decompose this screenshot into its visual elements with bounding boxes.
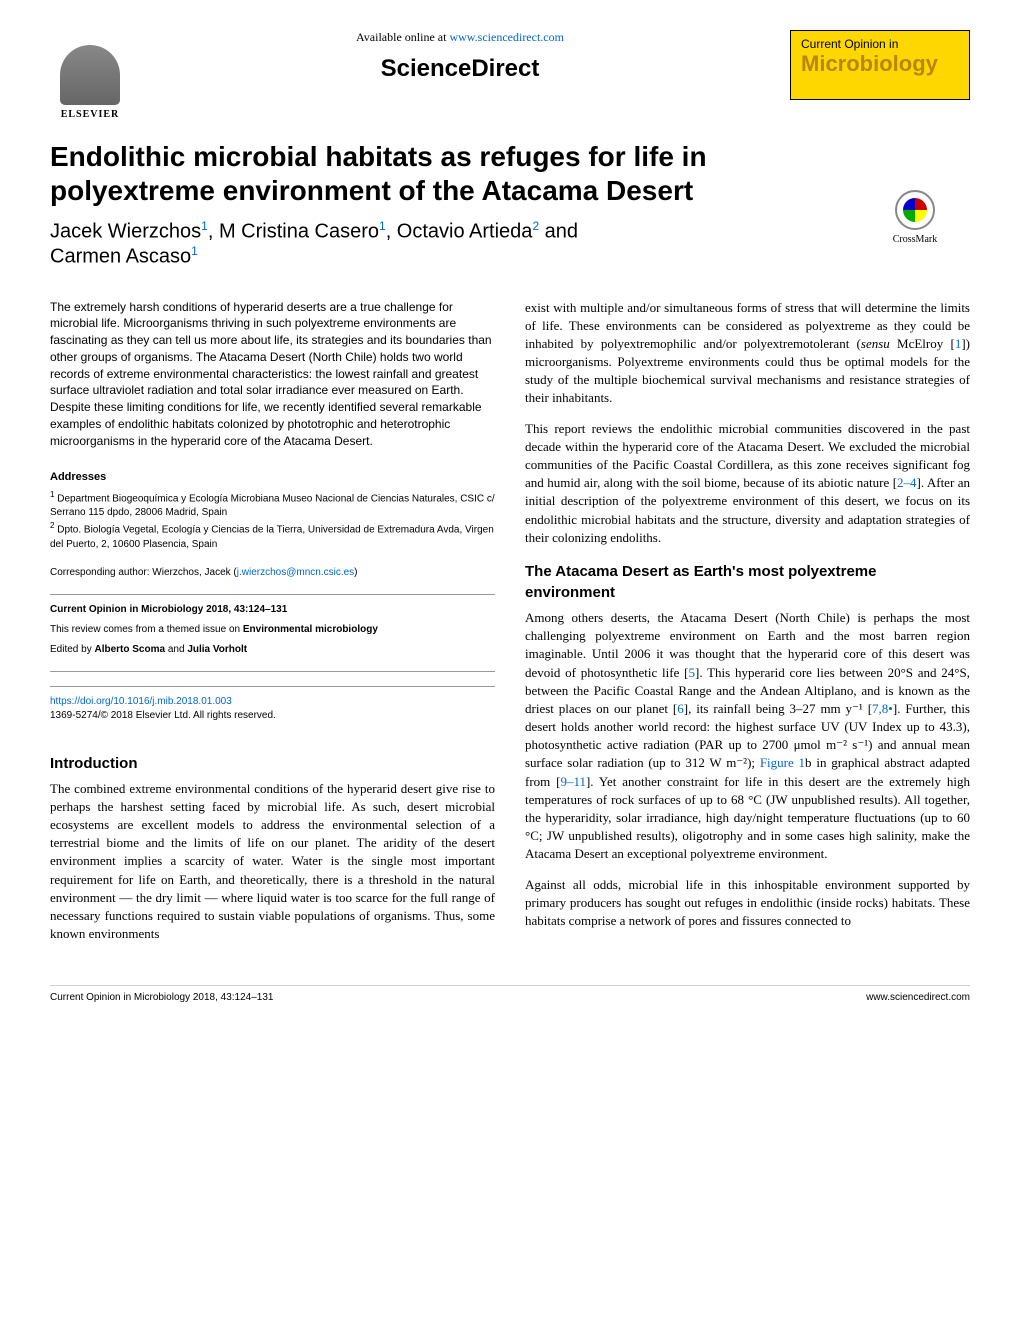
authors-list: Jacek Wierzchos1, M Cristina Casero1, Oc… <box>50 219 730 268</box>
crossmark-label: CrossMark <box>870 234 960 245</box>
address-2: Dpto. Biología Vegetal, Ecología y Cienc… <box>50 525 494 550</box>
author-3: , Octavio Artieda <box>386 221 533 243</box>
address-1: Department Biogeoquímica y Ecología Micr… <box>50 493 495 518</box>
figure-1-ref: Figure 1 <box>760 755 805 770</box>
author-1: Jacek Wierzchos <box>50 221 201 243</box>
intro-continuation: exist with multiple and/or simultaneous … <box>525 299 970 408</box>
footer-url: www.sciencedirect.com <box>866 992 970 1003</box>
sciencedirect-wordmark: ScienceDirect <box>150 55 770 83</box>
available-prefix: Available online at <box>356 30 449 44</box>
doi-link[interactable]: https://doi.org/10.1016/j.mib.2018.01.00… <box>50 696 232 707</box>
sciencedirect-url-link[interactable]: www.sciencedirect.com <box>449 30 564 44</box>
elsevier-logo: ELSEVIER <box>50 30 130 120</box>
ref-link-2-4[interactable]: 2–4 <box>897 475 917 490</box>
page-footer: Current Opinion in Microbiology 2018, 43… <box>50 985 970 1003</box>
edited-and: and <box>165 644 187 655</box>
corresponding-email-link[interactable]: j.wierzchos@mncn.csic.es <box>237 567 354 578</box>
doi-box: https://doi.org/10.1016/j.mib.2018.01.00… <box>50 686 495 723</box>
journal-badge: Current Opinion in Microbiology <box>790 30 970 100</box>
text-run: ], its rainfall being 3–27 mm y⁻¹ [ <box>684 701 872 716</box>
atacama-paragraph-1: Among others deserts, the Atacama Desert… <box>525 609 970 864</box>
ref-link-7-8[interactable]: 7,8• <box>872 701 893 716</box>
sensu-italic: sensu <box>861 336 890 351</box>
corresponding-prefix: Corresponding author: Wierzchos, Jacek ( <box>50 567 237 578</box>
corresponding-author: Corresponding author: Wierzchos, Jacek (… <box>50 566 495 580</box>
editor-2: Julia Vorholt <box>187 644 247 655</box>
affil-sup: 1 <box>379 219 386 233</box>
intro-paragraph-1: The combined extreme environmental condi… <box>50 780 495 944</box>
crossmark-badge[interactable]: CrossMark <box>870 190 960 245</box>
atacama-heading: The Atacama Desert as Earth's most polye… <box>525 561 970 603</box>
author-2: , M Cristina Casero <box>208 221 379 243</box>
available-online-text: Available online at www.sciencedirect.co… <box>150 30 770 45</box>
copyright-text: 1369-5274/© 2018 Elsevier Ltd. All right… <box>50 709 495 723</box>
themed-issue-prefix: This review comes from a themed issue on <box>50 624 243 635</box>
scope-paragraph: This report reviews the endolithic micro… <box>525 420 970 547</box>
citation-text: Current Opinion in Microbiology 2018, 43… <box>50 604 287 615</box>
center-header: Available online at www.sciencedirect.co… <box>130 30 790 83</box>
ref-link-9-11[interactable]: 9–11 <box>560 774 586 789</box>
crossmark-icon <box>895 190 935 230</box>
elsevier-tree-icon <box>60 45 120 105</box>
elsevier-label: ELSEVIER <box>61 109 120 120</box>
editor-1: Alberto Scoma <box>94 644 165 655</box>
page-header: ELSEVIER Available online at www.science… <box>50 30 970 120</box>
journal-title: Microbiology <box>801 51 959 77</box>
right-column: exist with multiple and/or simultaneous … <box>525 299 970 956</box>
affil-sup: 1 <box>191 244 198 258</box>
article-title: Endolithic microbial habitats as refuges… <box>50 140 730 207</box>
citation-info-box: Current Opinion in Microbiology 2018, 43… <box>50 594 495 672</box>
introduction-heading: Introduction <box>50 753 495 774</box>
addresses-heading: Addresses <box>50 470 495 485</box>
footer-citation: Current Opinion in Microbiology 2018, 43… <box>50 992 273 1003</box>
two-column-layout: The extremely harsh conditions of hypera… <box>50 299 970 956</box>
corresponding-close: ) <box>354 567 357 578</box>
authors-and: and <box>539 221 578 243</box>
author-4: Carmen Ascaso <box>50 246 191 268</box>
edited-by-prefix: Edited by <box>50 644 94 655</box>
left-column: The extremely harsh conditions of hypera… <box>50 299 495 956</box>
affil-sup: 1 <box>201 219 208 233</box>
text-run: McElroy [ <box>890 336 955 351</box>
atacama-paragraph-2: Against all odds, microbial life in this… <box>525 876 970 931</box>
themed-issue-name: Environmental microbiology <box>243 624 378 635</box>
journal-subtitle: Current Opinion in <box>801 37 959 51</box>
text-run: ]. Yet another constraint for life in th… <box>525 774 970 862</box>
addresses-block: 1 Department Biogeoquímica y Ecología Mi… <box>50 489 495 552</box>
abstract-text: The extremely harsh conditions of hypera… <box>50 299 495 450</box>
